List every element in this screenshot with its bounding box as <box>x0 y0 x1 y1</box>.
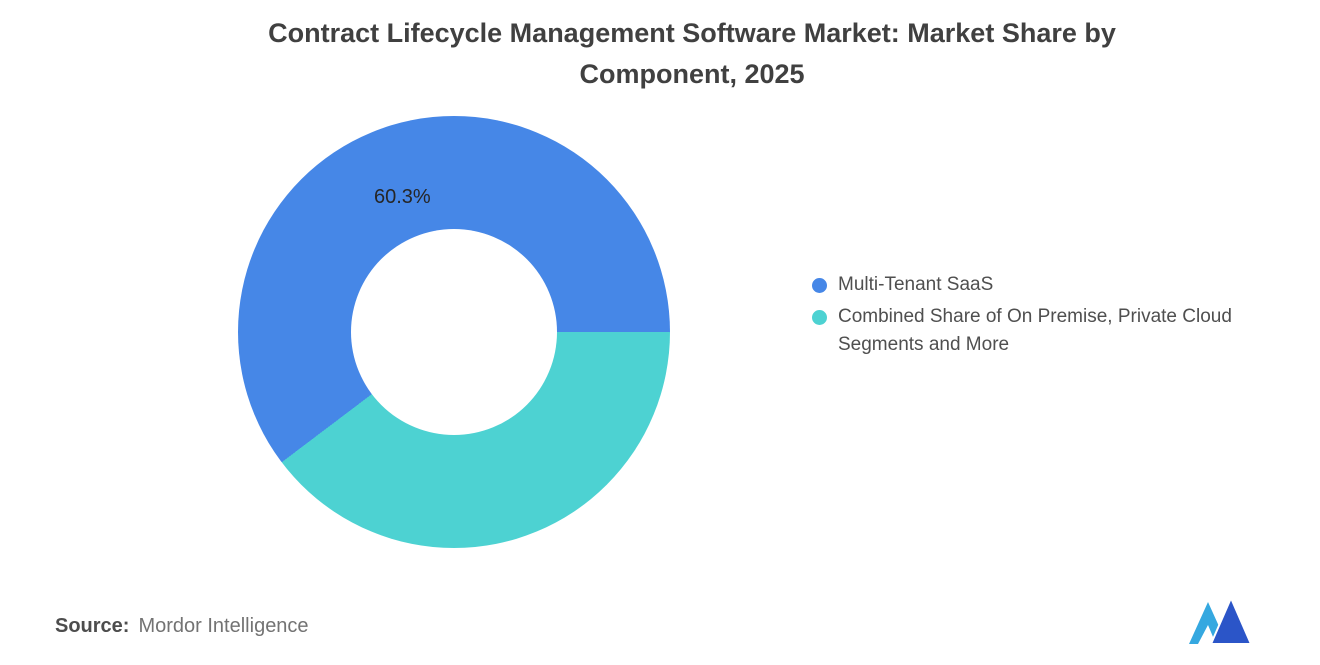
legend-dot-icon <box>812 278 827 293</box>
legend-label: Multi-Tenant SaaS <box>838 274 994 295</box>
donut-hole <box>351 229 557 435</box>
source-label: Source: <box>55 615 130 637</box>
mordor-intelligence-logo-icon <box>1189 598 1252 644</box>
legend-item-multi-tenant-saas[interactable]: Multi-Tenant SaaS <box>812 271 1257 299</box>
source-attribution: Source: Mordor Intelligence <box>55 615 309 638</box>
source-value: Mordor Intelligence <box>138 615 309 637</box>
donut-wrap: 60.3% <box>238 116 670 548</box>
legend-label: Combined Share of On Premise, Private Cl… <box>838 306 1232 355</box>
legend-dot-icon <box>812 310 827 325</box>
legend: Multi-Tenant SaaS Combined Share of On P… <box>812 271 1257 359</box>
chart-title: Contract Lifecycle Management Software M… <box>268 18 1116 89</box>
legend-item-combined-share[interactable]: Combined Share of On Premise, Private Cl… <box>812 303 1257 359</box>
slice-data-label: 60.3% <box>374 186 431 208</box>
